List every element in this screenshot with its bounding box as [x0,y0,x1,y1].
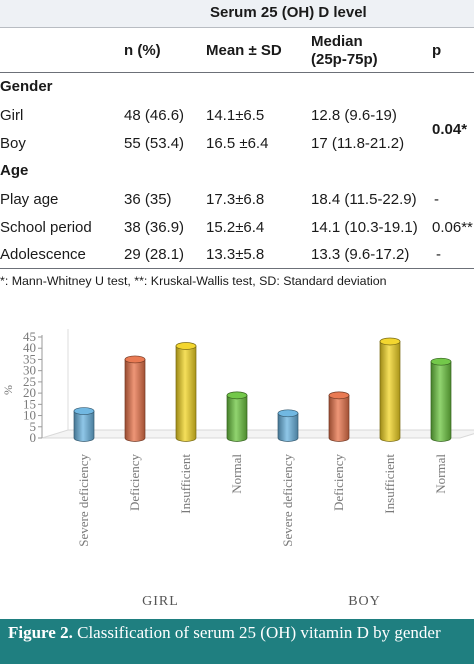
col-header-mean: Mean ± SD [206,42,282,59]
bar-top [328,391,350,400]
x-tick-label: Insufficient [178,454,193,514]
bar-top [277,409,299,418]
y-tick-label: 40 [23,340,36,355]
bar [430,357,452,442]
bar [328,391,350,442]
bar [379,337,401,442]
bar-body [175,345,197,442]
section-label: Age [0,162,29,179]
cell-median: 13.3 (9.6-17.2) [311,246,410,263]
table-super-header-bar: Serum 25 (OH) D level [0,0,474,28]
group-labels: GIRL BOY [142,594,381,609]
group-label: GIRL [142,594,179,609]
y-tick-label: 30 [23,363,36,378]
x-tick-label: Severe deficiency [76,454,91,547]
cell-mean: 16.5 ±6.4 [206,135,269,152]
cell-median: 12.8 (9.6-19) [311,107,397,124]
cell-p: - [434,191,439,208]
bar [124,355,146,442]
col-header-iqr: (25p-75p) [311,51,378,68]
table-super-header: Serum 25 (OH) D level [210,4,367,21]
cell-median: 14.1 (10.3-19.1) [311,219,418,236]
bar-top [379,337,401,346]
y-axis-label: % [1,385,15,395]
cell-p: - [436,246,441,263]
gender-p-value: 0.04* [432,121,468,138]
bar-body [277,412,299,442]
section-label: Gender [0,78,53,95]
row-label: Play age [0,191,59,208]
chart-bars [73,337,452,442]
bar-body [226,395,248,442]
cell-mean: 15.2±6.4 [206,219,265,236]
bar-body [430,361,452,442]
y-tick-label: 35 [23,351,36,366]
chart-floor-plane [41,429,474,439]
x-tick-label: Severe deficiency [280,454,295,547]
bar [73,407,95,442]
x-tick-label: Deficiency [127,454,142,512]
col-header-n: n (%) [124,42,161,59]
bar [175,342,197,442]
bar-body [124,359,146,442]
cell-p: 0.06** [432,219,473,236]
table-footnote: *: Mann-Whitney U test, **: Kruskal-Wall… [0,274,387,288]
y-tick-label: 0 [30,430,37,445]
bar-top [124,355,146,364]
caption-text: Classification of serum 25 (OH) vitamin … [72,623,441,642]
y-tick-label: 25 [23,374,36,389]
chart-floor [41,329,474,439]
row-label: Girl [0,107,24,124]
caption-label: Figure 2. [8,623,73,642]
cell-median: 18.4 (11.5-22.9) [311,191,417,208]
cell-n: 55 (53.4) [124,135,185,152]
header-rule [0,72,474,73]
bar [277,409,299,442]
bar-top [73,407,95,415]
cell-n: 36 (35) [124,191,172,208]
col-header-p: p [432,42,442,59]
y-tick-label: 20 [23,385,36,400]
cell-median: 17 (11.8-21.2) [311,135,405,152]
cell-n: 38 (36.9) [124,219,185,236]
x-tick-label: Insufficient [382,454,397,514]
bar-top [430,357,452,366]
row-label: Boy [0,135,26,152]
cell-n: 29 (28.1) [124,246,185,263]
bar-top [175,342,197,350]
bottom-rule [0,268,474,269]
col-header-median: Median [311,33,363,50]
group-label: BOY [348,594,381,609]
figure-caption: Figure 2. Classification of serum 25 (OH… [0,619,474,664]
bar-top [226,391,248,400]
cell-n: 48 (46.6) [124,107,185,124]
bar-body [379,341,401,442]
y-tick-label: 10 [23,408,36,423]
cell-mean: 13.3±5.8 [206,246,265,263]
bar-body [328,395,350,442]
y-tick-label: 45 [23,329,36,344]
y-tick-label: 15 [23,396,36,411]
x-tick-label: Deficiency [331,454,346,512]
x-tick-label: Normal [433,454,448,494]
cell-mean: 17.3±6.8 [206,191,265,208]
x-axis-labels: Severe deficiency Deficiency Insufficient N… [76,454,448,547]
row-label: Adolescence [0,246,86,263]
bar-body [73,410,95,442]
cell-mean: 14.1±6.5 [206,107,265,124]
bar [226,391,248,442]
y-tick-label: 5 [30,419,37,434]
row-label: School period [0,219,92,236]
x-tick-label: Normal [229,454,244,494]
